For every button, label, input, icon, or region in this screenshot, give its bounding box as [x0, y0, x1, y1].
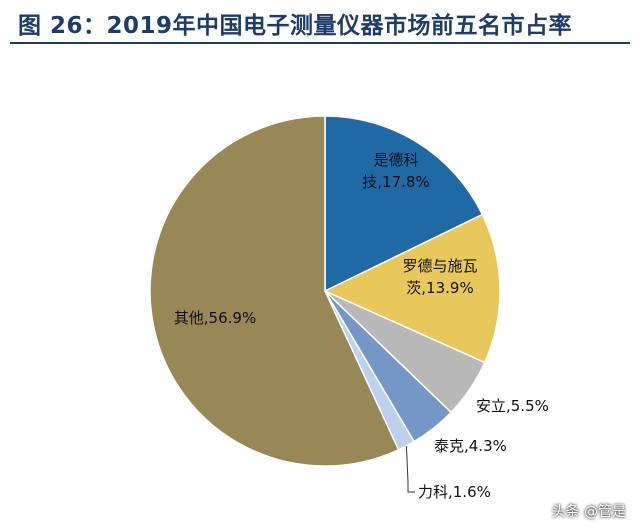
slice-label-3: 安立,5.5% — [476, 397, 549, 415]
watermark: 头条 @管是 — [551, 504, 626, 520]
slice-label-4: 泰克,4.3% — [434, 437, 507, 455]
title-divider — [10, 42, 630, 44]
slice-label-6: 其他,56.9% — [174, 309, 256, 327]
pie-slice-1 — [324, 115, 484, 293]
pie-slice-2 — [323, 213, 501, 364]
figure-title: 图 26：2019年中国电子测量仪器市场前五名市占率 — [18, 13, 573, 39]
slice-label-5: 力科,1.6% — [418, 483, 491, 501]
leader-line-5 — [405, 445, 415, 493]
pie-slice-6 — [149, 115, 400, 467]
slice-label-1: 是德科技,17.8% — [362, 151, 429, 191]
slice-label-2: 罗德与施瓦茨,13.9% — [402, 257, 477, 297]
